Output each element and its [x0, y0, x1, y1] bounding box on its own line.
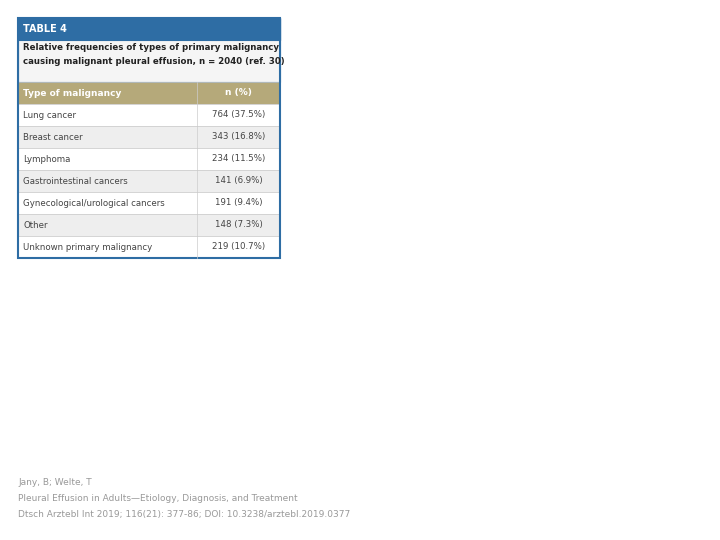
Text: Gynecological/urological cancers: Gynecological/urological cancers	[23, 199, 165, 207]
Text: 234 (11.5%): 234 (11.5%)	[212, 154, 266, 164]
Text: 191 (9.4%): 191 (9.4%)	[215, 199, 263, 207]
Text: Pleural Effusion in Adults—Etiology, Diagnosis, and Treatment: Pleural Effusion in Adults—Etiology, Dia…	[18, 494, 297, 503]
Text: 764 (37.5%): 764 (37.5%)	[212, 111, 266, 119]
Text: 148 (7.3%): 148 (7.3%)	[215, 220, 263, 230]
Bar	[18, 170, 280, 192]
Text: TABLE 4: TABLE 4	[23, 24, 67, 34]
Text: Lymphoma: Lymphoma	[23, 154, 71, 164]
Text: Type of malignancy: Type of malignancy	[23, 89, 122, 98]
Bar	[18, 18, 280, 258]
Bar	[18, 214, 280, 236]
Text: Breast cancer: Breast cancer	[23, 132, 83, 141]
Text: n (%): n (%)	[225, 89, 252, 98]
Bar	[18, 104, 280, 126]
Bar	[18, 236, 280, 258]
Bar	[18, 192, 280, 214]
Text: Dtsch Arztebl Int 2019; 116(21): 377-86; DOI: 10.3238/arztebl.2019.0377: Dtsch Arztebl Int 2019; 116(21): 377-86;…	[18, 510, 350, 519]
Bar	[18, 82, 280, 104]
Text: 141 (6.9%): 141 (6.9%)	[215, 177, 263, 186]
Text: Other: Other	[23, 220, 48, 230]
Bar	[18, 126, 280, 148]
Text: Lung cancer: Lung cancer	[23, 111, 76, 119]
Text: Gastrointestinal cancers: Gastrointestinal cancers	[23, 177, 127, 186]
Text: Unknown primary malignancy: Unknown primary malignancy	[23, 242, 152, 252]
Text: causing malignant pleural effusion, n = 2040 (ref. 30): causing malignant pleural effusion, n = …	[23, 57, 284, 66]
Text: Jany, B; Welte, T: Jany, B; Welte, T	[18, 478, 91, 487]
Bar	[18, 148, 280, 170]
Bar	[18, 40, 280, 82]
Text: Relative frequencies of types of primary malignancy: Relative frequencies of types of primary…	[23, 43, 279, 51]
Text: 219 (10.7%): 219 (10.7%)	[212, 242, 265, 252]
Bar	[18, 18, 280, 40]
Text: 343 (16.8%): 343 (16.8%)	[212, 132, 266, 141]
